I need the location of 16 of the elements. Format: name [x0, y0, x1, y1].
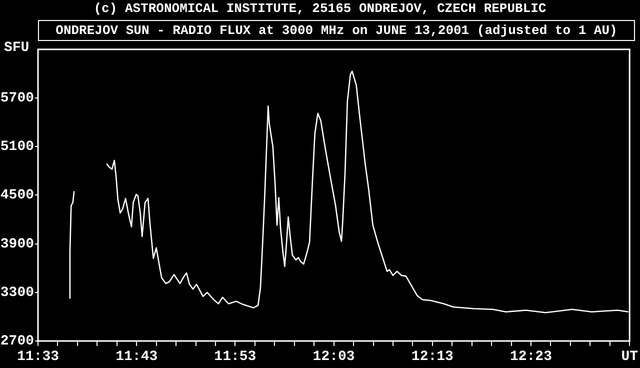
- x-tick-label: 12:13: [411, 348, 454, 365]
- y-tick-label: 3900: [0, 236, 34, 252]
- y-tick-label: 2700: [0, 334, 34, 350]
- x-tick-label: 11:53: [214, 348, 256, 365]
- chart-title: ONDREJOV SUN - RADIO FLUX at 3000 MHz on JUNE 13,2001 (adjusted to 1 AU): [38, 20, 635, 41]
- x-tick-label: UT: [621, 348, 638, 365]
- text: (c) ASTRONOMICAL INSTITUTE, 25165 ONDREJOV, CZECH REPUBLIC: [92, 1, 548, 16]
- x-tick-label: 11:33: [16, 348, 60, 365]
- y-tick-label: 4500: [0, 188, 34, 204]
- y-tick-label: 5700: [0, 90, 34, 107]
- y-tick-label: 5100: [0, 139, 34, 156]
- x-tick-label: 12:03: [312, 348, 355, 365]
- y-axis-title: SFU: [4, 40, 30, 56]
- y-tick-label: 3300: [0, 284, 34, 301]
- x-tick-label: 12:23: [510, 348, 552, 365]
- x-tick-label: 11:43: [116, 348, 158, 365]
